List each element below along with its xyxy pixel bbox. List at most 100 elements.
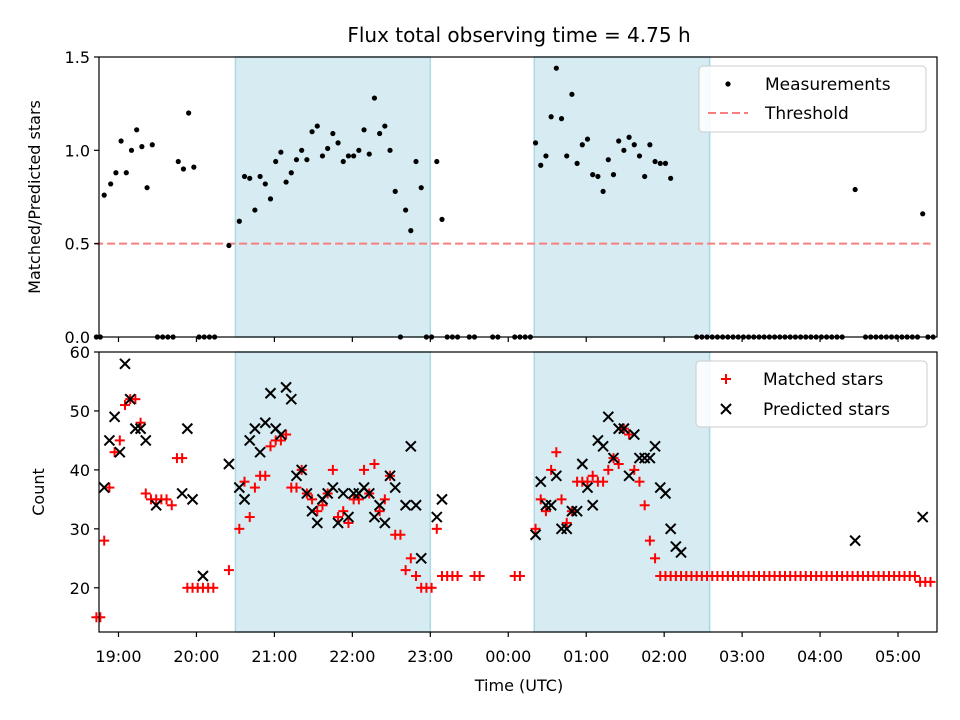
y-tick-label: 1.5 xyxy=(65,48,90,67)
matched-star-point xyxy=(140,488,151,499)
measurement-point xyxy=(309,129,315,135)
matched-star-point xyxy=(587,470,598,481)
matched-star-point xyxy=(546,464,557,475)
predicted-star-point xyxy=(399,499,412,511)
measurement-point xyxy=(413,158,419,165)
matched-star-point xyxy=(130,394,141,405)
measurement-point xyxy=(532,140,539,146)
matched-star-point xyxy=(514,571,525,581)
top-legend: Measurements Threshold xyxy=(698,65,927,133)
predicted-star-point xyxy=(649,440,661,453)
matched-star-point xyxy=(95,612,106,623)
predicted-star-point xyxy=(181,422,194,435)
matched-star-point xyxy=(426,582,437,593)
legend-predicted-marker xyxy=(720,403,732,415)
matched-star-point xyxy=(249,482,260,493)
matched-star-point xyxy=(208,582,219,593)
measurement-point xyxy=(569,91,575,97)
matched-star-point xyxy=(535,494,546,505)
predicted-star-point xyxy=(311,517,323,529)
predicted-star-point xyxy=(150,499,162,511)
predicted-star-point xyxy=(581,481,594,494)
predicted-star-point xyxy=(586,499,599,511)
predicted-star-point xyxy=(576,458,589,470)
shaded-interval xyxy=(533,351,711,633)
matched-star-point xyxy=(234,523,245,534)
measurement-point xyxy=(314,123,320,129)
measurement-point xyxy=(226,242,232,249)
measurement-point xyxy=(278,149,284,155)
predicted-star-point xyxy=(254,446,266,458)
predicted-star-point xyxy=(550,470,563,482)
legend-predicted-label: Predicted stars xyxy=(763,400,890,420)
matched-star-point xyxy=(114,435,125,446)
predicted-star-point xyxy=(244,434,256,447)
predicted-star-point xyxy=(108,411,121,423)
measurement-point xyxy=(134,127,140,133)
shaded-interval xyxy=(234,56,432,338)
x-tick-label: 23:00 xyxy=(407,647,453,666)
matched-star-point xyxy=(582,476,593,487)
y-tick-label: 20 xyxy=(70,579,90,598)
matched-star-point xyxy=(119,400,130,411)
predicted-star-point xyxy=(186,493,199,506)
x-tick-label: 21:00 xyxy=(251,647,297,666)
measurement-point xyxy=(652,158,658,165)
predicted-star-point xyxy=(98,481,110,494)
matched-star-point xyxy=(333,512,344,523)
measurement-point xyxy=(149,142,155,148)
measurement-point xyxy=(325,145,331,152)
measurement-point xyxy=(636,153,643,159)
predicted-star-point xyxy=(917,511,929,523)
matched-star-point xyxy=(260,470,271,481)
measurement-point xyxy=(288,170,294,176)
matched-star-point xyxy=(530,523,541,534)
matched-star-point xyxy=(452,571,463,581)
y-tick-label: 60 xyxy=(70,343,90,362)
predicted-star-point xyxy=(597,440,609,453)
measurement-point xyxy=(553,65,559,71)
predicted-star-point xyxy=(363,487,375,500)
measurement-point xyxy=(345,153,352,159)
predicted-star-point xyxy=(249,422,261,435)
matched-star-point xyxy=(338,506,349,517)
predicted-star-point xyxy=(431,511,443,523)
measurement-point xyxy=(175,158,181,165)
measurement-point xyxy=(371,95,378,101)
matched-star-point xyxy=(161,494,172,505)
y-tick-label: 0.5 xyxy=(65,235,90,254)
measurement-point xyxy=(180,166,187,172)
matched-star-point xyxy=(624,429,635,440)
measurement-point xyxy=(543,153,549,159)
matched-star-point xyxy=(343,517,354,528)
measurement-point xyxy=(366,151,372,157)
x-tick-label: 00:00 xyxy=(485,647,531,666)
predicted-star-point xyxy=(535,475,547,488)
matched-star-point xyxy=(223,565,234,576)
y-tick-label: 40 xyxy=(70,461,90,480)
predicted-star-point xyxy=(436,493,448,506)
matched-star-point xyxy=(598,476,609,487)
legend-box xyxy=(695,360,928,428)
x-tick-label: 03:00 xyxy=(719,647,765,666)
measurement-point xyxy=(108,181,114,187)
matched-star-point xyxy=(395,529,406,540)
predicted-star-point xyxy=(259,417,272,429)
predicted-star-point xyxy=(129,422,142,435)
predicted-star-point xyxy=(295,464,308,476)
predicted-star-point xyxy=(389,481,401,494)
measurement-point xyxy=(548,114,554,120)
predicted-star-point xyxy=(612,422,625,435)
measurement-point xyxy=(257,173,263,180)
measurement-point xyxy=(293,157,300,163)
predicted-star-point xyxy=(373,499,386,511)
predicted-star-point xyxy=(134,422,147,435)
matched-star-point xyxy=(613,459,624,469)
matched-star-point xyxy=(281,429,292,440)
matched-star-point xyxy=(109,447,120,458)
matched-star-point xyxy=(925,576,936,587)
matched-star-point xyxy=(99,535,110,546)
predicted-star-point xyxy=(119,358,131,370)
measurement-point xyxy=(101,192,107,198)
measurement-point xyxy=(647,142,653,148)
